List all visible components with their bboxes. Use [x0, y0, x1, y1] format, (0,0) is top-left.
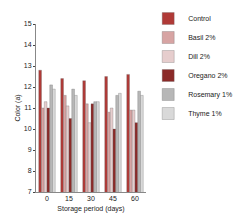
svg-text:Rosemary 1%: Rosemary 1% — [188, 91, 232, 99]
svg-text:15: 15 — [24, 20, 32, 27]
svg-text:Thyme 1%: Thyme 1% — [188, 110, 221, 118]
svg-text:9: 9 — [28, 146, 32, 153]
svg-text:11: 11 — [24, 104, 31, 111]
svg-text:Basil 2%: Basil 2% — [188, 34, 215, 41]
svg-text:Storage period (days): Storage period (days) — [57, 205, 124, 213]
svg-text:Dill 2%: Dill 2% — [188, 53, 210, 60]
svg-text:10: 10 — [24, 125, 32, 132]
svg-text:Oregano 2%: Oregano 2% — [188, 72, 227, 80]
svg-text:13: 13 — [24, 62, 32, 69]
svg-text:60: 60 — [131, 195, 139, 202]
svg-text:14: 14 — [24, 41, 32, 48]
svg-text:45: 45 — [109, 195, 117, 202]
svg-text:12: 12 — [24, 83, 32, 90]
svg-text:Color (a): Color (a) — [14, 94, 22, 121]
svg-text:30: 30 — [87, 195, 95, 202]
svg-text:0: 0 — [45, 195, 49, 202]
svg-text:15: 15 — [65, 195, 73, 202]
svg-text:7: 7 — [28, 188, 32, 195]
svg-text:Control: Control — [188, 15, 211, 22]
svg-text:8: 8 — [28, 167, 32, 174]
